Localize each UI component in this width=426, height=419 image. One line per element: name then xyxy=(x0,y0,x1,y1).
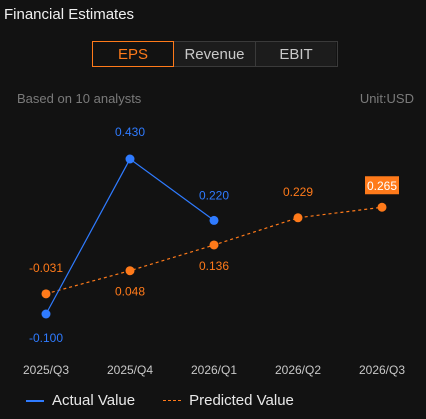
actual-point-2[interactable] xyxy=(209,215,219,225)
legend-actual-swatch xyxy=(26,399,44,402)
actual-point-0[interactable] xyxy=(41,309,51,319)
predicted-point-3[interactable] xyxy=(293,213,303,223)
x-axis: 2025/Q3 2025/Q4 2026/Q1 2026/Q2 2026/Q3 xyxy=(23,363,405,377)
predicted-point-1[interactable] xyxy=(125,266,135,276)
actual-label-1: 0.430 xyxy=(115,125,145,139)
predicted-label-2: 0.136 xyxy=(199,259,229,273)
metric-tabs: EPS Revenue EBIT xyxy=(92,41,338,67)
predicted-point-4[interactable] xyxy=(377,202,387,212)
legend-predicted[interactable]: Predicted Value xyxy=(163,392,294,409)
x-tick-label-4: 2026/Q3 xyxy=(359,363,405,377)
predicted-point-2[interactable] xyxy=(209,240,219,250)
predicted-label-4: 0.265 xyxy=(367,179,397,193)
predicted-label-1: 0.048 xyxy=(115,285,145,299)
unit-label: Unit:USD xyxy=(359,91,414,106)
chart-legend: Actual Value Predicted Value xyxy=(26,392,322,409)
analyst-count: Based on 10 analysts xyxy=(17,91,142,106)
predicted-point-0[interactable] xyxy=(41,289,51,299)
x-tick-label-2: 2026/Q1 xyxy=(191,363,237,377)
x-tick-label-1: 2025/Q4 xyxy=(107,363,153,377)
x-tick-label-0: 2025/Q3 xyxy=(23,363,69,377)
predicted-label-bg-4 xyxy=(365,176,399,195)
predicted-label-3: 0.229 xyxy=(283,185,313,199)
legend-actual[interactable]: Actual Value xyxy=(26,392,135,409)
legend-predicted-label: Predicted Value xyxy=(189,392,294,409)
tab-revenue[interactable]: Revenue xyxy=(174,42,256,66)
predicted-label-0: -0.031 xyxy=(29,261,63,275)
series-lines xyxy=(45,158,383,315)
tab-ebit[interactable]: EBIT xyxy=(256,42,336,66)
x-tick-label-3: 2026/Q2 xyxy=(275,363,321,377)
actual-label-0: -0.100 xyxy=(29,331,63,345)
actual-label-2: 0.220 xyxy=(199,188,229,202)
data-labels: -0.100 0.430 0.220 -0.031 0.048 0.136 0.229 0.2… xyxy=(29,125,399,345)
tab-eps[interactable]: EPS xyxy=(92,41,174,67)
page-title: Financial Estimates xyxy=(4,6,135,23)
legend-actual-label: Actual Value xyxy=(52,392,136,409)
actual-point-1[interactable] xyxy=(125,154,135,164)
legend-predicted-swatch xyxy=(163,400,182,401)
series-points xyxy=(41,154,387,319)
